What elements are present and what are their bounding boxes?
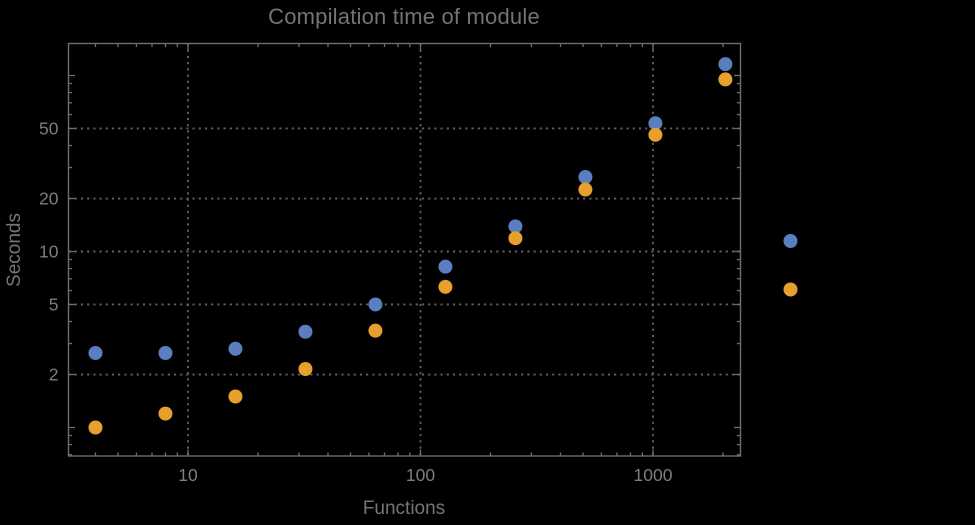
- legend-marker-blue: [783, 234, 798, 248]
- point-orange-x8: [158, 406, 173, 421]
- x-axis-label: Functions: [362, 498, 446, 519]
- point-orange-x256: [508, 231, 523, 246]
- point-orange-x1024: [648, 127, 663, 142]
- y-axis-label: Seconds: [4, 213, 25, 287]
- point-blue-x256: [508, 219, 523, 234]
- legend-marker-orange: [783, 282, 798, 297]
- point-blue-x512: [578, 170, 593, 185]
- x-tick-label-1000: 1000: [634, 465, 673, 485]
- point-orange-x32: [298, 361, 313, 376]
- y-tick-label-2: 2: [49, 365, 59, 385]
- point-orange-x128: [438, 279, 453, 294]
- x-tick-label-10: 10: [178, 465, 198, 485]
- point-blue-x32: [298, 324, 313, 339]
- y-tick-label-10: 10: [39, 242, 59, 262]
- y-tick-label-20: 20: [39, 189, 59, 209]
- plot-frame: [67, 42, 742, 457]
- point-blue-x64: [368, 297, 383, 312]
- point-blue-x2048: [718, 57, 733, 72]
- y-tick-label-5: 5: [49, 294, 59, 314]
- point-orange-x16: [228, 389, 243, 404]
- point-blue-x4: [88, 346, 103, 361]
- point-blue-x1024: [648, 116, 663, 131]
- point-blue-x8: [158, 346, 173, 361]
- point-orange-x512: [578, 182, 593, 197]
- x-tick-label-100: 100: [406, 465, 435, 485]
- point-orange-x4: [88, 420, 103, 435]
- point-orange-x64: [368, 323, 383, 338]
- y-tick-label-50: 50: [39, 118, 59, 138]
- point-orange-x2048: [718, 72, 733, 87]
- point-blue-x16: [228, 341, 243, 356]
- point-blue-x128: [438, 259, 453, 274]
- chart-title: Compilation time of module: [268, 4, 540, 29]
